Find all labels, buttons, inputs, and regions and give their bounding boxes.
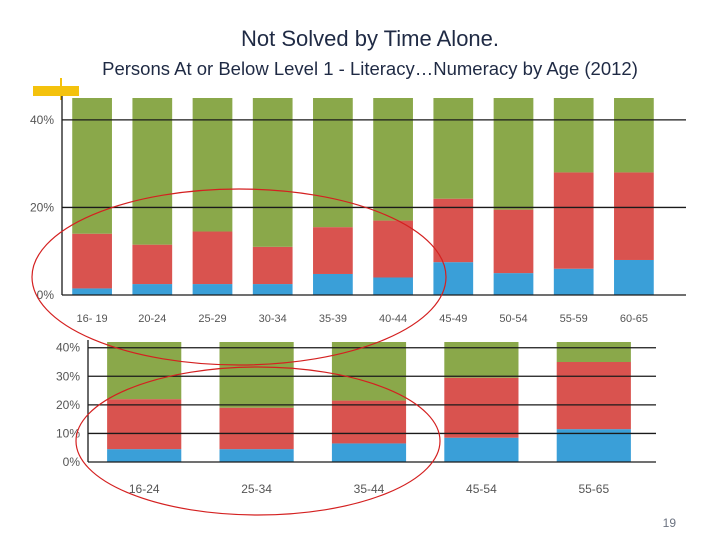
x-tick-label-25-29: 25-29	[198, 313, 226, 325]
x-tick-label-16-24: 16-24	[129, 482, 160, 496]
chart-by-age-5yr: 0% 20% 40% 16- 19 20-24 25-29 30-34 35-39 40-44 4…	[30, 96, 686, 325]
bar-red-55-65	[556, 362, 631, 430]
bar-blue-55-65	[556, 429, 631, 462]
bar-green-16-24	[107, 342, 182, 400]
bar-blue-45-54	[444, 437, 519, 462]
y-tick-label-10: 10%	[56, 426, 80, 440]
bar-blue-60-65	[614, 259, 654, 295]
bar-blue-40-44	[373, 277, 413, 295]
bar-blue-35-39	[313, 273, 353, 295]
bar-red-40-44	[373, 220, 413, 278]
bar-blue-20-24	[132, 284, 173, 295]
x-tick-label-30-34: 30-34	[259, 313, 287, 325]
y-tick-label-30: 30%	[56, 369, 80, 383]
bar-green-60-65	[614, 98, 654, 173]
bar-red-25-29	[192, 231, 233, 285]
bar-blue-50-54	[493, 273, 534, 295]
x-tick-label-55-59: 55-59	[560, 313, 588, 325]
x-tick-label-35-44: 35-44	[354, 482, 385, 496]
bar-green-25-34	[219, 342, 294, 408]
slide-subtitle: Persons At or Below Level 1 - Literacy…N…	[102, 58, 638, 79]
highlight-ellipse-top	[31, 188, 447, 366]
bar-blue-30-34	[252, 284, 293, 295]
slide-title: Not Solved by Time Alone.	[240, 26, 500, 51]
x-tick-label-60-65: 60-65	[620, 313, 648, 325]
x-tick-label-20-24: 20-24	[138, 313, 166, 325]
bar-green-55-59	[553, 98, 594, 173]
bar-red-35-39	[313, 227, 353, 274]
x-tick-label-55-65: 55-65	[578, 482, 609, 496]
bar-red-60-65	[614, 172, 654, 260]
bar-green-50-54	[493, 98, 534, 210]
bar-green-55-65	[556, 342, 631, 362]
bar-red-55-59	[553, 172, 594, 269]
bar-blue-35-44	[331, 443, 407, 462]
y-tick-label-20: 20%	[56, 398, 80, 412]
x-tick-label-50-54: 50-54	[499, 313, 527, 325]
bar-blue-25-34	[219, 449, 294, 462]
bar-green-35-44	[331, 342, 407, 401]
bar-blue-25-29	[192, 284, 233, 295]
bar-blue-16-24	[107, 449, 182, 462]
x-tick-label-45-54: 45-54	[466, 482, 497, 496]
bar-green-45-49	[433, 98, 474, 199]
y-tick-label-40: 40%	[30, 113, 54, 127]
bar-red-45-54	[444, 377, 519, 438]
bar-red-16-24	[107, 399, 182, 450]
x-tick-label-16-19: 16- 19	[76, 313, 107, 325]
bar-red-30-34	[252, 246, 293, 285]
page-number: 19	[662, 516, 676, 530]
x-tick-label-35-39: 35-39	[319, 313, 347, 325]
highlight-ellipses	[31, 188, 447, 516]
highlight-ellipse-bottom	[75, 366, 441, 516]
bar-red-35-44	[331, 400, 407, 444]
x-tick-label-40-44: 40-44	[379, 313, 407, 325]
x-tick-label-25-34: 25-34	[241, 482, 272, 496]
accent-bar	[33, 86, 79, 96]
y-tick-label-20: 20%	[30, 200, 54, 214]
bar-red-16-19	[72, 233, 112, 289]
chart-by-age-10yr: 0% 10% 20% 30% 40% 16-24 25-34 35-44 45-54 55-65	[56, 340, 656, 496]
y-tick-label-0: 0%	[63, 455, 81, 469]
bar-red-45-49	[433, 198, 474, 263]
x-tick-label-45-49: 45-49	[439, 313, 467, 325]
bar-red-25-34	[219, 407, 294, 450]
bar-green-40-44	[373, 98, 413, 221]
bar-green-20-24	[132, 98, 173, 245]
bar-blue-16-19	[72, 288, 112, 295]
bar-red-20-24	[132, 244, 173, 285]
bar-blue-45-49	[433, 262, 474, 295]
bar-green-30-34	[252, 98, 293, 247]
y-tick-label-0: 0%	[37, 288, 55, 302]
bar-red-50-54	[493, 209, 534, 274]
bar-green-25-29	[192, 98, 233, 232]
y-tick-label-40: 40%	[56, 341, 80, 355]
bar-green-16-19	[72, 98, 112, 234]
bar-blue-55-59	[553, 268, 594, 295]
